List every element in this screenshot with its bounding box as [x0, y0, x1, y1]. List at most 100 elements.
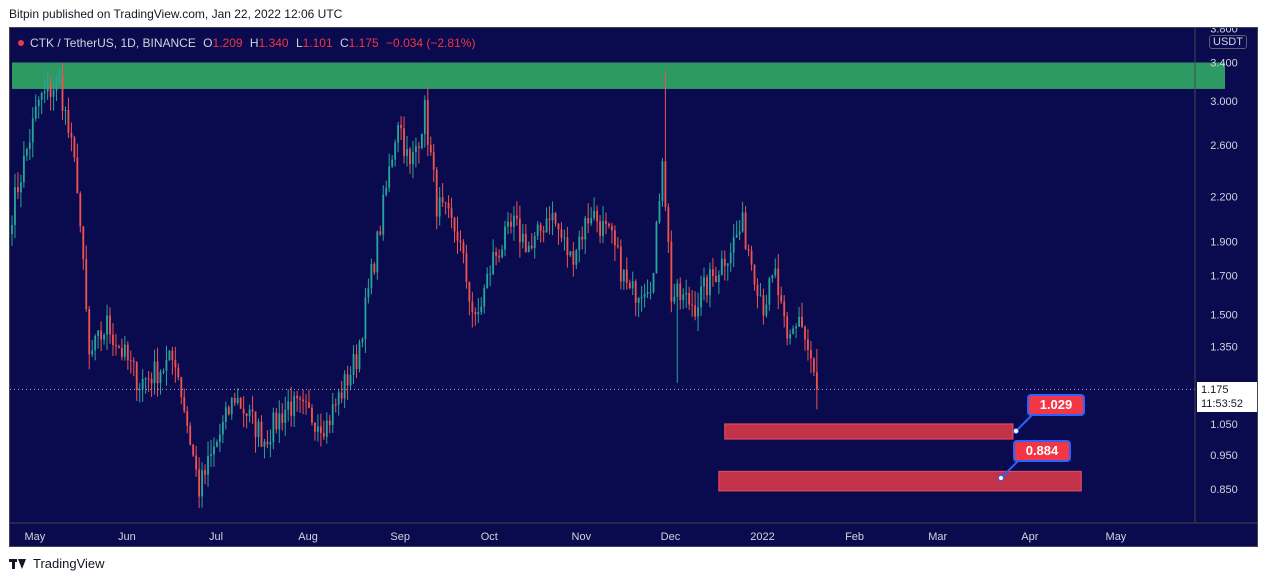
candle-body [156, 361, 159, 384]
candle-body [331, 404, 334, 425]
candle-body [314, 422, 316, 432]
candle-body [263, 441, 266, 447]
candle-body [355, 354, 358, 370]
candle-body [596, 210, 599, 222]
price-tick-label: 2.600 [1210, 140, 1238, 152]
candle-body [168, 350, 171, 360]
candle-body [664, 161, 667, 208]
candle-body [510, 221, 512, 227]
candle-body [302, 399, 304, 402]
publish-caption: Bitpin published on TradingView.com, Jan… [9, 7, 343, 21]
candle-body [504, 226, 506, 250]
candle-body [46, 83, 49, 92]
candle-body [611, 225, 613, 231]
candle-body [88, 309, 91, 355]
candle-body [619, 246, 622, 282]
candle-body [236, 397, 239, 403]
symbol-pair[interactable]: CTK / TetherUS, 1D, BINANCE [30, 36, 196, 50]
price-tick-label: 2.200 [1210, 191, 1238, 203]
candle-body [441, 197, 444, 203]
candle-body [557, 223, 560, 230]
candle-body [367, 288, 370, 298]
candle-body [352, 354, 355, 375]
price-tick-label: 1.700 [1210, 271, 1238, 283]
candle-body [343, 374, 346, 399]
zone-support-1 [724, 423, 1014, 440]
candle-body [22, 155, 25, 183]
callout-anchor-dot [1013, 428, 1019, 434]
candle-body [400, 124, 402, 129]
candle-body [52, 90, 55, 97]
candle-body [293, 395, 296, 416]
time-tick-label: Aug [298, 531, 318, 543]
candle-body [269, 442, 272, 445]
candle-body [115, 345, 117, 347]
candle-body [319, 426, 322, 433]
candle-body [486, 273, 489, 289]
candle-body [429, 144, 432, 153]
currency-badge[interactable]: USDT [1209, 35, 1247, 49]
price-tick-label: 1.350 [1210, 342, 1238, 354]
candle-body [394, 142, 397, 160]
candle-body [471, 301, 474, 313]
candle-body [685, 292, 688, 295]
candle-body [507, 221, 509, 227]
candle-body [569, 251, 572, 256]
candle-body [109, 315, 111, 335]
candle-body [299, 398, 302, 400]
candle-body [750, 250, 753, 265]
callout-label-2[interactable]: 0.884 [1013, 440, 1071, 462]
candle-body [364, 297, 367, 340]
candle-body [67, 109, 70, 133]
candle-body [581, 236, 584, 240]
candle-body [245, 413, 248, 417]
candle-body [311, 407, 313, 423]
chart-frame[interactable]: 3.800 3.400 3.000 2.600 2.200 1.900 1.700 1.500… [9, 27, 1258, 547]
candle-body [94, 335, 97, 351]
change-value: −0.034 (−2.81%) [386, 36, 476, 50]
candle-body [435, 169, 438, 217]
candle-body [444, 202, 447, 204]
candle-body [759, 295, 762, 297]
candle-body [774, 268, 777, 276]
time-tick-label: 2022 [750, 531, 774, 543]
close-key: C [340, 36, 349, 50]
candle-body [524, 233, 527, 253]
candle-body [652, 272, 655, 292]
candle-body [346, 374, 349, 386]
candle-body [126, 344, 129, 361]
candle-body [19, 182, 22, 193]
candle-body [560, 229, 563, 238]
candle-body [325, 420, 328, 437]
time-tick-label: May [1106, 531, 1127, 543]
candle-body [349, 374, 352, 386]
candle-body [34, 106, 37, 119]
candle-body [646, 292, 649, 294]
time-axis[interactable]: May Jun Jul Aug Sep Oct Nov Dec 2022 Feb Mar Apr May [10, 522, 1258, 543]
time-tick-label: Dec [661, 531, 681, 543]
candle-body [409, 149, 411, 165]
candle-body [575, 250, 578, 265]
candle-body [703, 277, 705, 287]
status-dot-icon [18, 40, 24, 46]
candle-body [79, 193, 82, 227]
price-tick-label: 1.500 [1210, 309, 1238, 321]
candle-body [432, 152, 435, 170]
candle-body [777, 268, 780, 296]
callout-label-1[interactable]: 1.029 [1027, 394, 1085, 416]
candle-body [218, 434, 221, 443]
price-chart[interactable]: 3.800 3.400 3.000 2.600 2.200 1.900 1.700 1.500… [10, 28, 1258, 547]
candle-body [489, 273, 492, 275]
candle-body [676, 283, 679, 297]
candle-body [417, 146, 420, 148]
price-tick-label: 3.400 [1210, 57, 1238, 69]
candle-body [744, 212, 747, 249]
candle-body [358, 342, 361, 370]
price-axis[interactable]: 3.800 3.400 3.000 2.600 2.200 1.900 1.700 1.500… [1194, 28, 1238, 523]
candle-body [498, 255, 501, 258]
candle-body [70, 132, 73, 138]
candle-body [254, 411, 257, 438]
candle-body [753, 264, 756, 285]
candle-body [608, 223, 610, 226]
candle-body [572, 251, 575, 265]
